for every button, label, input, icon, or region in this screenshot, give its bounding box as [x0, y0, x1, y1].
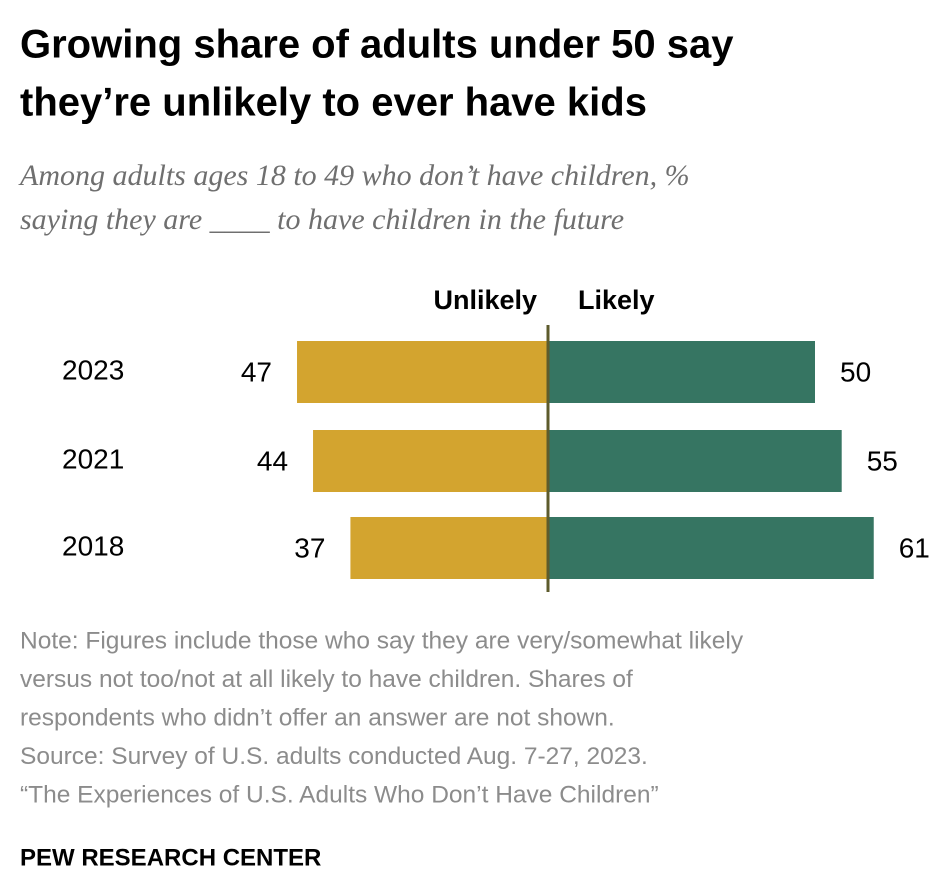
bar — [548, 517, 874, 579]
legend-label: Likely — [578, 285, 655, 315]
chart-subtitle: Among adults ages 18 to 49 who don’t hav… — [18, 159, 690, 192]
note: Note: Figures include those who say they… — [20, 627, 744, 654]
note: respondents who didn’t offer an answer a… — [20, 704, 615, 731]
y-tick-label: 2023 — [62, 354, 124, 385]
note: versus not too/not at all likely to have… — [20, 666, 633, 693]
note: Source: Survey of U.S. adults conducted … — [20, 743, 648, 770]
source-org: PEW RESEARCH CENTER — [20, 844, 321, 871]
data-label: 37 — [294, 532, 325, 563]
y-tick-label: 2021 — [62, 443, 124, 474]
data-label: 50 — [840, 356, 871, 387]
legend-label: Unlikely — [433, 285, 537, 315]
bar — [548, 430, 842, 492]
bar — [350, 517, 548, 579]
y-tick-label: 2018 — [62, 530, 124, 561]
chart-title: they’re unlikely to ever have kids — [20, 81, 647, 125]
bar — [313, 430, 548, 492]
note: “The Experiences of U.S. Adults Who Don’… — [20, 781, 659, 808]
data-label: 55 — [867, 445, 898, 476]
data-label: 47 — [241, 356, 272, 387]
data-label: 44 — [257, 445, 288, 476]
bar — [297, 341, 548, 403]
data-label: 61 — [899, 532, 930, 563]
chart-subtitle: saying they are ____ to have children in… — [20, 203, 624, 236]
bar — [548, 341, 815, 403]
chart-title: Growing share of adults under 50 say — [20, 23, 734, 67]
